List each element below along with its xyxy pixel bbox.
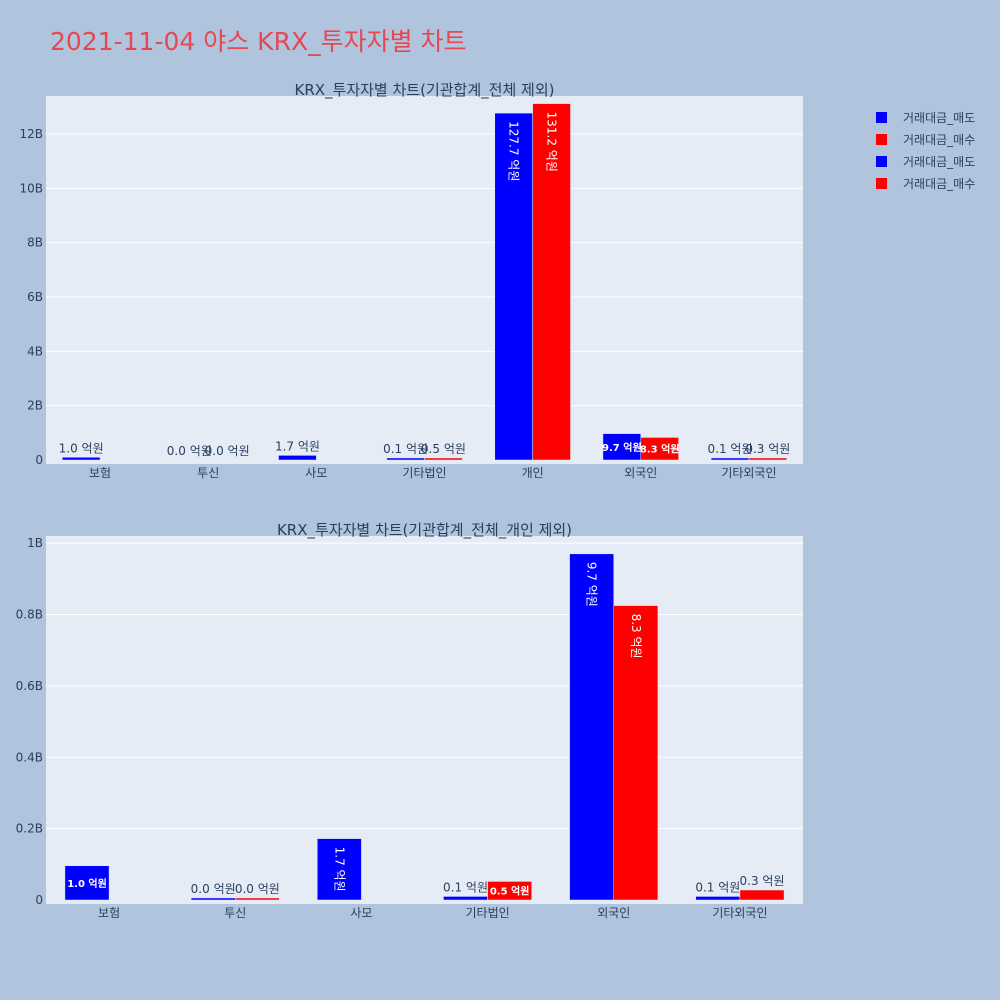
legend-label: 거래대금_매도 <box>903 110 976 125</box>
data-label: 0.5 억원 <box>490 885 530 898</box>
x-tick-label: 기타법인 <box>402 466 446 480</box>
legend-item[interactable]: 거래대금_매도 <box>876 106 975 128</box>
bar <box>494 112 533 461</box>
data-label: 1.7 억원 <box>332 847 346 892</box>
legend-label: 거래대금_매도 <box>903 154 976 169</box>
legend-label: 거래대금_매수 <box>903 176 976 191</box>
data-label: 0.0 억원 <box>235 882 280 896</box>
bar <box>424 457 463 461</box>
x-tick-label: 기타외국인 <box>712 906 767 920</box>
bar <box>487 881 532 901</box>
y-tick-label: 12B <box>19 127 43 141</box>
bar <box>613 605 659 901</box>
x-tick-label: 투신 <box>197 466 219 480</box>
data-label: 9.7 억원 <box>585 562 599 607</box>
y-tick-label: 0.6B <box>16 679 43 693</box>
bar <box>695 896 741 901</box>
y-tick-label: 0.2B <box>16 822 43 836</box>
data-label: 1.0 억원 <box>67 877 107 890</box>
x-tick-label: 기타법인 <box>465 906 509 920</box>
data-label: 0.1 억원 <box>708 442 753 456</box>
data-label: 0.0 억원 <box>205 444 250 458</box>
bar <box>235 897 280 901</box>
y-tick-label: 10B <box>19 181 43 195</box>
bar <box>710 457 750 461</box>
bar <box>278 455 317 461</box>
bar <box>61 457 101 461</box>
data-label: 0.5 억원 <box>421 442 466 456</box>
plot-area <box>46 536 803 904</box>
y-tick-label: 6B <box>27 290 43 304</box>
y-tick-label: 2B <box>27 399 43 413</box>
bar <box>748 457 788 461</box>
x-tick-label: 투신 <box>224 906 246 920</box>
x-tick-label: 외국인 <box>624 466 657 480</box>
legend-swatch <box>876 155 887 167</box>
bar <box>443 896 488 901</box>
bar <box>190 897 236 901</box>
data-label: 1.7 억원 <box>275 439 320 453</box>
data-label: 131.2 억원 <box>545 112 559 172</box>
y-tick-label: 0 <box>35 453 43 467</box>
legend-item[interactable]: 거래대금_매수 <box>876 128 975 150</box>
x-tick-label: 사모 <box>305 466 327 480</box>
data-label: 8.3 억원 <box>629 614 643 659</box>
y-tick-label: 4B <box>27 344 43 358</box>
bar <box>386 457 425 461</box>
data-label: 0.3 억원 <box>745 442 790 456</box>
x-tick-label: 개인 <box>522 466 544 480</box>
bar <box>739 889 785 901</box>
data-label: 127.7 억원 <box>507 121 521 181</box>
chart-title: KRX_투자자별 차트(기관합계_전체 제외) <box>295 81 555 100</box>
legend-swatch <box>876 133 887 145</box>
legend-swatch <box>876 111 887 123</box>
data-label: 0.1 억원 <box>383 442 428 456</box>
y-tick-label: 0 <box>35 893 43 907</box>
data-label: 0.1 억원 <box>443 880 488 894</box>
data-label: 0.0 억원 <box>191 882 236 896</box>
legend-swatch <box>876 177 887 189</box>
legend-label: 거래대금_매수 <box>903 132 976 147</box>
y-tick-label: 8B <box>27 236 43 250</box>
data-label: 1.0 억원 <box>59 441 104 455</box>
data-label: 0.3 억원 <box>740 874 785 888</box>
x-tick-label: 외국인 <box>597 906 630 920</box>
bar <box>569 553 615 901</box>
bar <box>640 437 679 461</box>
legend-item[interactable]: 거래대금_매도 <box>876 150 975 172</box>
data-label: 8.3 억원 <box>640 443 680 456</box>
x-tick-label: 보험 <box>89 466 111 480</box>
y-tick-label: 0.4B <box>16 750 43 764</box>
bar <box>64 865 110 901</box>
y-tick-label: 0.8B <box>16 608 43 622</box>
y-tick-label: 1B <box>27 536 43 550</box>
bar <box>317 838 362 901</box>
x-tick-label: 기타외국인 <box>721 466 776 480</box>
x-tick-label: 보험 <box>98 906 120 920</box>
bar <box>532 103 571 461</box>
data-label: 0.0 억원 <box>167 444 212 458</box>
chart-title: KRX_투자자별 차트(기관합계_전체_개인 제외) <box>277 521 572 540</box>
plot-area <box>46 96 803 464</box>
legend: 거래대금_매도 거래대금_매수 거래대금_매도 거래대금_매수 <box>876 106 975 194</box>
page-title: 2021-11-04 야스 KRX_투자자별 차트 <box>50 27 467 56</box>
data-label: 0.1 억원 <box>695 880 740 894</box>
legend-item[interactable]: 거래대금_매수 <box>876 172 975 194</box>
data-label: 9.7 억원 <box>602 441 642 454</box>
x-tick-label: 사모 <box>350 906 372 920</box>
